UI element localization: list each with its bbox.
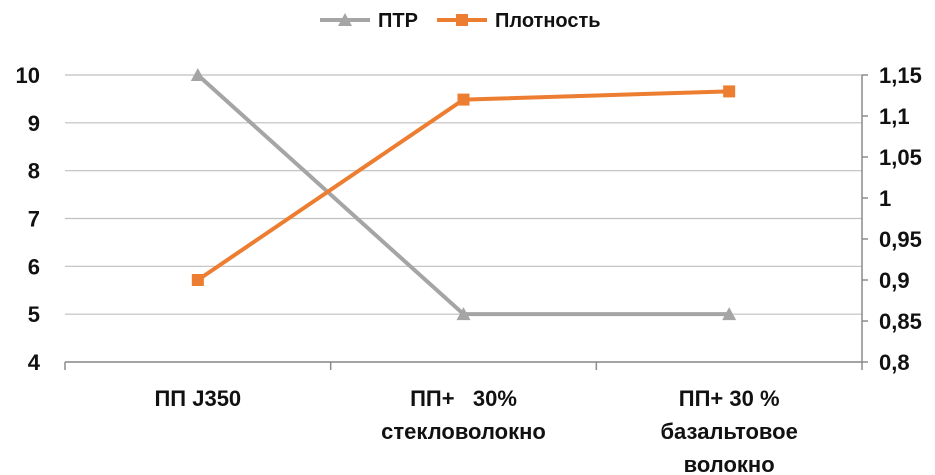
left-axis-tick-label: 8 <box>28 159 40 184</box>
category-labels: ПП J350 ПП+ 30% стекловолокно ПП+ 30 % базал… <box>154 386 797 475</box>
left-axis-tick-label: 9 <box>28 111 40 136</box>
left-axis-tick-label: 7 <box>28 207 40 232</box>
category-label: базальтовое <box>660 419 797 444</box>
right-axis-ticks: 0,8 0,85 0,9 0,95 1 1,05 1,1 1,15 <box>879 63 922 375</box>
series-layer <box>190 68 737 321</box>
legend-label-density: Плотность <box>495 10 601 32</box>
right-axis-tick-label: 0,95 <box>879 227 922 252</box>
right-axis-tick-label: 1,1 <box>879 104 910 129</box>
left-axis-tick-label: 4 <box>28 350 41 375</box>
legend: ПТР Плотность <box>320 10 601 32</box>
legend-marker-ptr <box>338 13 352 26</box>
data-point-ptr <box>190 68 205 81</box>
category-label: ПП+ 30 % <box>679 386 780 411</box>
right-axis-tick-label: 1,05 <box>879 145 922 170</box>
left-axis-tick-label: 6 <box>28 254 40 279</box>
left-axis-ticks: 4 5 6 7 8 9 10 <box>16 63 41 375</box>
data-point-density <box>191 274 204 286</box>
category-label: стекловолокно <box>381 419 546 444</box>
category-label: волокно <box>684 452 775 475</box>
right-axis-tick-label: 0,85 <box>879 309 922 334</box>
right-axis-tick-label: 0,9 <box>879 268 910 293</box>
right-axis-tick-label: 0,8 <box>879 350 910 375</box>
left-axis-tick-label: 10 <box>16 63 40 88</box>
series-line-density <box>196 89 730 282</box>
category-label: ПП+ 30% <box>410 386 517 411</box>
legend-marker-density <box>456 14 468 26</box>
series-line-ptr <box>196 73 730 317</box>
data-point-ptr <box>722 307 737 321</box>
category-label: ПП J350 <box>154 386 241 411</box>
data-point-ptr <box>456 307 471 321</box>
right-axis-tick-label: 1,15 <box>879 63 922 88</box>
legend-label-ptr: ПТР <box>378 10 418 32</box>
axes <box>64 74 868 370</box>
left-axis-tick-label: 5 <box>28 302 40 327</box>
data-point-density <box>457 93 470 106</box>
data-point-density <box>723 85 736 98</box>
right-axis-tick-label: 1 <box>879 186 891 211</box>
